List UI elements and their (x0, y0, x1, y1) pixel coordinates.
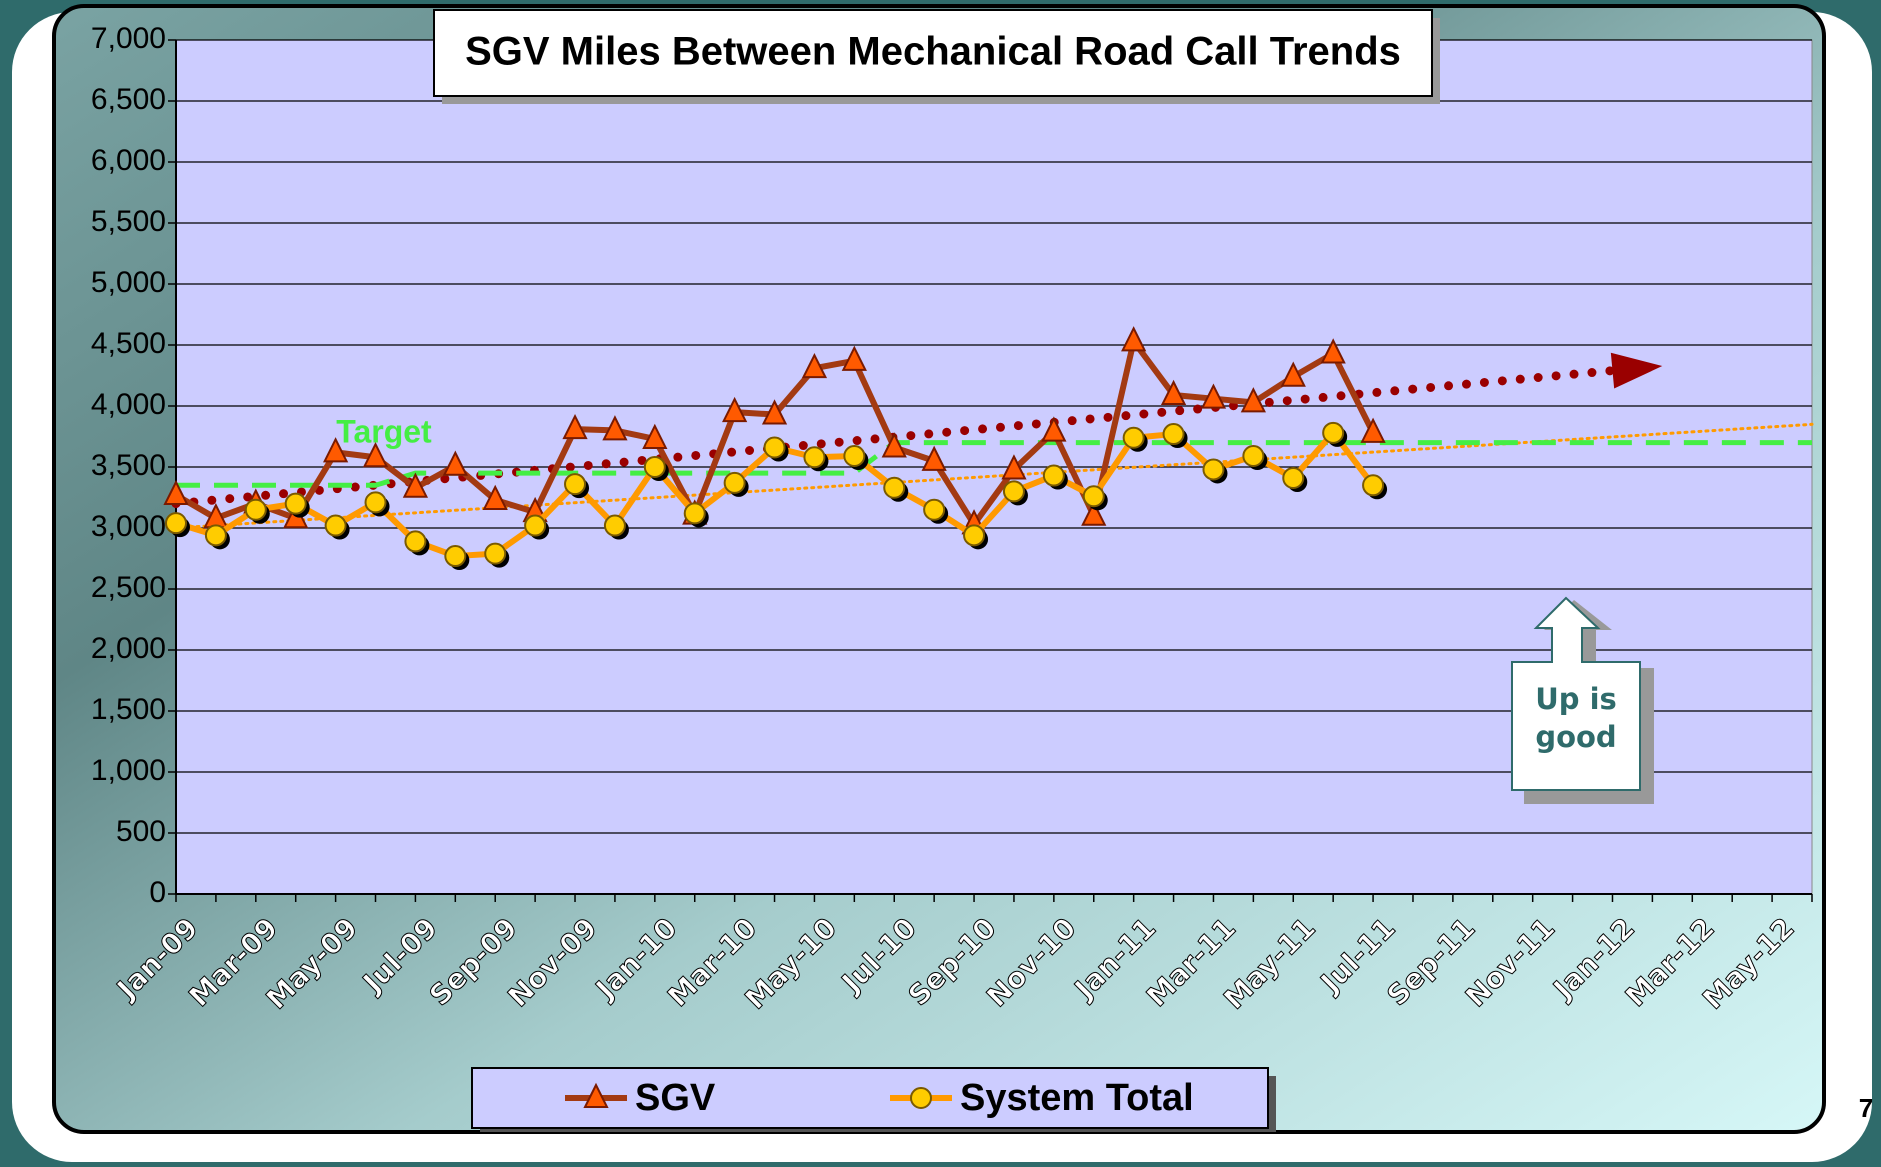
sgv-marker (1001, 454, 1027, 480)
sgv-marker (921, 445, 947, 471)
system-marker (364, 491, 387, 514)
system-marker (723, 471, 746, 494)
y-tick-label: 1,500 (91, 693, 166, 726)
sgv-marker (442, 450, 468, 476)
sgv-marker (841, 345, 867, 371)
y-tick-label: 500 (116, 815, 166, 848)
annotation-text: Up is good (1535, 682, 1617, 754)
system-marker (284, 492, 307, 515)
system-marker (165, 512, 187, 535)
legend-marker (910, 1087, 932, 1109)
y-tick-label: 6,500 (91, 83, 166, 116)
system-marker (1362, 474, 1385, 497)
system-marker (524, 514, 547, 537)
sgv-marker (881, 432, 907, 458)
annotation-box (1511, 596, 1641, 791)
sgv-marker (801, 352, 828, 379)
sgv-marker (1160, 379, 1187, 406)
annotation-wrap: Up is good (1535, 682, 1617, 754)
sgv-marker (642, 423, 668, 449)
sgv-marker (1081, 500, 1107, 526)
y-tick-label: 2,000 (91, 632, 166, 665)
chart-title: SGV Miles Between Mechanical Road Call T… (465, 30, 1401, 74)
y-tick-label: 5,000 (91, 266, 166, 299)
system-marker (763, 436, 786, 459)
sgv-marker (1200, 383, 1227, 409)
page-number: 7 (1859, 1093, 1873, 1123)
system-marker (683, 502, 706, 525)
y-tick-label: 4,000 (91, 388, 166, 421)
sgv-marker (1121, 326, 1147, 352)
y-tick-label: 7,000 (91, 22, 166, 55)
sgv-marker (482, 484, 508, 510)
y-tick-label: 3,000 (91, 510, 166, 543)
system-marker (963, 524, 986, 547)
system-marker (1242, 445, 1265, 468)
system-marker (1042, 464, 1065, 487)
sgv-marker (1360, 417, 1386, 443)
system-marker (1322, 421, 1345, 444)
sgv-marker (1320, 338, 1346, 364)
sgv-marker (1240, 387, 1266, 413)
y-tick-label: 6,000 (91, 144, 166, 177)
system-marker (324, 514, 347, 537)
sgv-marker (761, 399, 788, 425)
target-label: Target (336, 413, 432, 449)
legend-label: SGV (635, 1077, 716, 1119)
system-marker (1122, 426, 1145, 449)
y-tick-label: 2,500 (91, 571, 166, 604)
y-tick-label: 0 (149, 876, 166, 909)
system-marker (484, 542, 507, 565)
trend-arrow (1610, 352, 1663, 389)
y-tick-label: 3,500 (91, 449, 166, 482)
sgv-marker (1280, 361, 1306, 387)
system-marker (444, 545, 467, 568)
system-marker (244, 498, 267, 521)
y-tick-label: 5,500 (91, 205, 166, 238)
legend-label: System Total (960, 1077, 1194, 1119)
system-marker (923, 498, 946, 521)
system-marker (843, 445, 866, 468)
system-marker (883, 476, 906, 499)
y-tick-label: 4,500 (91, 327, 166, 360)
system-marker (803, 446, 826, 469)
system-marker (1202, 458, 1225, 481)
system-marker (204, 524, 227, 547)
system-marker (603, 514, 626, 537)
sgv-marker (722, 396, 748, 423)
system-marker (564, 473, 587, 496)
system-marker (1082, 485, 1105, 508)
system-marker (1002, 480, 1025, 503)
system-marker (404, 530, 427, 553)
system-marker (1162, 423, 1185, 446)
sgv-marker (163, 479, 189, 506)
sgv-marker (1041, 416, 1067, 442)
title-box (433, 9, 1433, 97)
sgv-marker (602, 415, 628, 441)
sgv-marker (562, 413, 588, 440)
sgv-marker (322, 437, 349, 463)
system-marker (643, 456, 666, 478)
sgv-marker (402, 472, 429, 498)
system-marker (1282, 466, 1305, 489)
legend-marker (583, 1082, 609, 1108)
sgv-marker (362, 442, 389, 468)
y-tick-label: 1,000 (91, 754, 166, 787)
